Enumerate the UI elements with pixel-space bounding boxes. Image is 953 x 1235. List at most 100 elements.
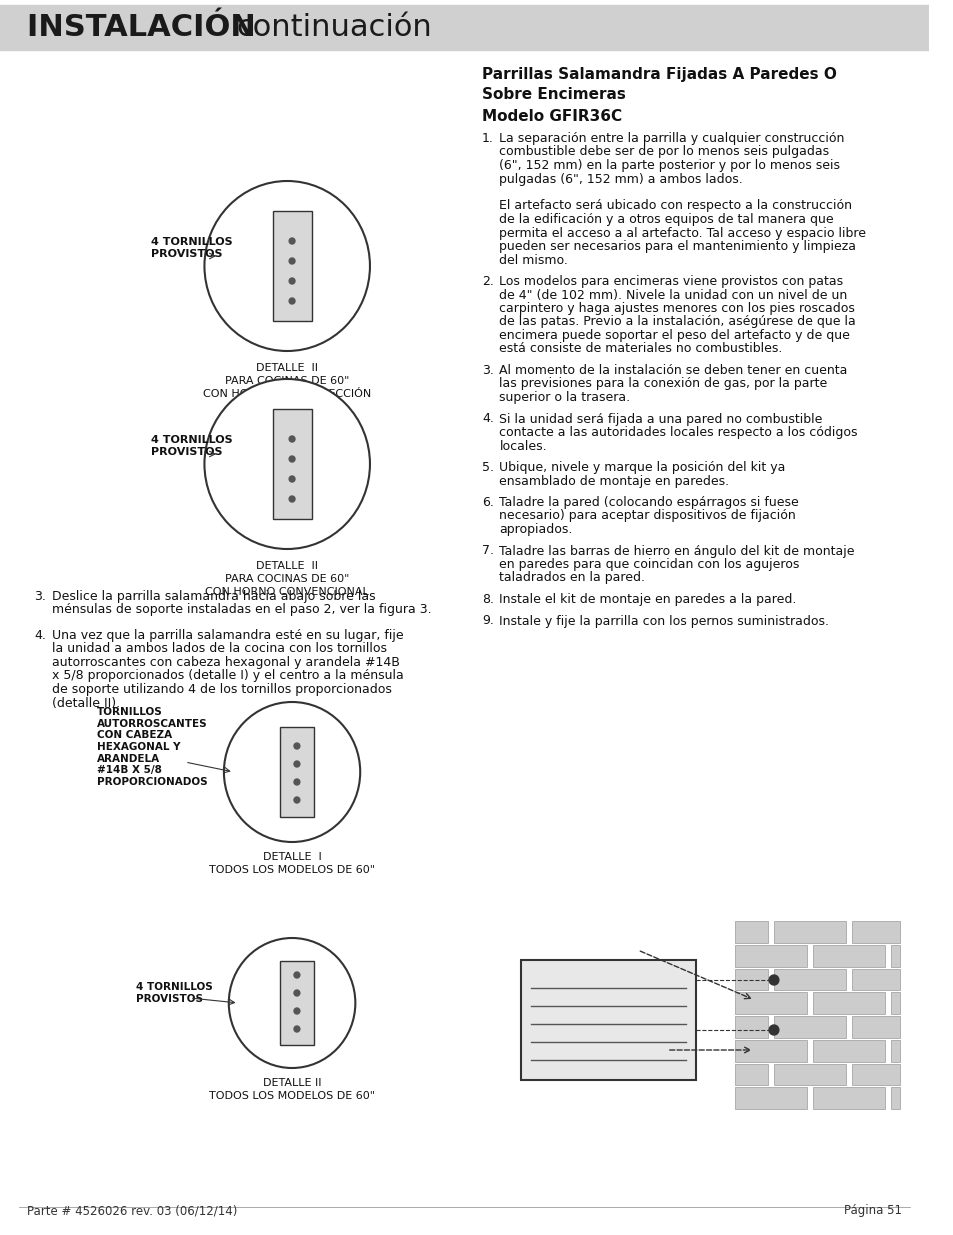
Circle shape — [294, 1026, 299, 1032]
Circle shape — [294, 990, 299, 995]
Bar — [851, 1016, 899, 1037]
Bar — [734, 1087, 806, 1109]
Circle shape — [224, 701, 360, 842]
Text: del mismo.: del mismo. — [499, 253, 568, 267]
Text: La separación entre la parrilla y cualquier construcción: La separación entre la parrilla y cualqu… — [499, 132, 844, 144]
Text: de soporte utilizando 4 de los tornillos proporcionados: de soporte utilizando 4 de los tornillos… — [51, 683, 391, 697]
Text: DETALLE  II: DETALLE II — [256, 363, 318, 373]
Text: carpintero y haga ajustes menores con los pies roscados: carpintero y haga ajustes menores con lo… — [499, 303, 855, 315]
Text: El artefacto será ubicado con respecto a la construcción: El artefacto será ubicado con respecto a… — [499, 200, 852, 212]
Text: las previsiones para la conexión de gas, por la parte: las previsiones para la conexión de gas,… — [499, 378, 827, 390]
Circle shape — [294, 797, 299, 803]
Text: combustible debe ser de por lo menos seis pulgadas: combustible debe ser de por lo menos sei… — [499, 146, 829, 158]
Bar — [734, 1040, 806, 1062]
Text: 3.: 3. — [481, 364, 494, 377]
Text: la unidad a ambos lados de la cocina con los tornillos: la unidad a ambos lados de la cocina con… — [51, 642, 386, 656]
Text: autorroscantes con cabeza hexagonal y arandela #14B: autorroscantes con cabeza hexagonal y ar… — [51, 656, 399, 669]
Text: INSTALACIÓN: INSTALACIÓN — [28, 14, 266, 42]
Text: x 5/8 proporcionados (detalle I) y el centro a la ménsula: x 5/8 proporcionados (detalle I) y el ce… — [51, 669, 403, 683]
Text: Taladre la pared (colocando espárragos si fuese: Taladre la pared (colocando espárragos s… — [499, 496, 799, 509]
Text: 4.: 4. — [34, 629, 46, 642]
Bar — [773, 968, 845, 990]
Text: (detalle II).: (detalle II). — [51, 697, 119, 709]
Text: Sobre Encimeras: Sobre Encimeras — [481, 86, 625, 103]
Bar — [734, 921, 767, 942]
Bar — [273, 211, 312, 321]
Text: apropiados.: apropiados. — [499, 522, 572, 536]
Text: en paredes para que coincidan con los agujeros: en paredes para que coincidan con los ag… — [499, 558, 799, 571]
Bar — [851, 968, 899, 990]
Bar — [812, 1040, 884, 1062]
Text: taladrados en la pared.: taladrados en la pared. — [499, 572, 645, 584]
Text: de la edificación y a otros equipos de tal manera que: de la edificación y a otros equipos de t… — [499, 212, 833, 226]
Circle shape — [289, 258, 294, 264]
Bar — [890, 1087, 899, 1109]
Text: 6.: 6. — [481, 496, 494, 509]
Circle shape — [294, 743, 299, 748]
Text: CON HORNO CONVENCIONAL: CON HORNO CONVENCIONAL — [205, 587, 369, 597]
Text: 8.: 8. — [481, 593, 494, 606]
Text: Ubique, nivele y marque la posición del kit ya: Ubique, nivele y marque la posición del … — [499, 461, 785, 474]
Text: 7.: 7. — [481, 545, 494, 557]
Circle shape — [294, 779, 299, 785]
Circle shape — [294, 761, 299, 767]
Text: ménsulas de soporte instaladas en el paso 2, ver la figura 3.: ménsulas de soporte instaladas en el pas… — [51, 604, 431, 616]
Circle shape — [289, 496, 294, 501]
Text: 5.: 5. — [481, 461, 494, 474]
Bar — [812, 992, 884, 1014]
Bar — [773, 1016, 845, 1037]
Text: Taladre las barras de hierro en ángulo del kit de montaje: Taladre las barras de hierro en ángulo d… — [499, 545, 854, 557]
Bar — [812, 1087, 884, 1109]
Text: pulgadas (6", 152 mm) a ambos lados.: pulgadas (6", 152 mm) a ambos lados. — [499, 173, 742, 185]
Bar — [734, 945, 806, 967]
Circle shape — [289, 298, 294, 304]
Text: Parte # 4526026 rev. 03 (06/12/14): Parte # 4526026 rev. 03 (06/12/14) — [28, 1204, 237, 1216]
Circle shape — [204, 379, 370, 550]
Text: 4 TORNILLOS
PROVISTOS: 4 TORNILLOS PROVISTOS — [151, 237, 233, 259]
Text: Deslice la parrilla salamandra hacia abajo sobre las: Deslice la parrilla salamandra hacia aba… — [51, 590, 375, 603]
Bar — [734, 968, 767, 990]
Text: 1.: 1. — [481, 132, 494, 144]
Circle shape — [289, 475, 294, 482]
Bar — [890, 1040, 899, 1062]
Circle shape — [289, 238, 294, 245]
Text: 4 TORNILLOS
PROVISTOS: 4 TORNILLOS PROVISTOS — [151, 435, 233, 457]
Text: Al momento de la instalación se deben tener en cuenta: Al momento de la instalación se deben te… — [499, 364, 847, 377]
Text: DETALLE  I: DETALLE I — [262, 852, 321, 862]
Text: PARA COCINAS DE 60": PARA COCINAS DE 60" — [225, 574, 349, 584]
Circle shape — [289, 456, 294, 462]
Text: DETALLE II: DETALLE II — [262, 1078, 321, 1088]
Text: 4 TORNILLOS
PROVISTOS: 4 TORNILLOS PROVISTOS — [136, 982, 213, 1004]
Text: contacte a las autoridades locales respecto a los códigos: contacte a las autoridades locales respe… — [499, 426, 857, 438]
Bar — [773, 921, 845, 942]
Text: Parrillas Salamandra Fijadas A Paredes O: Parrillas Salamandra Fijadas A Paredes O — [481, 67, 836, 82]
Circle shape — [229, 939, 355, 1068]
Text: encimera puede soportar el peso del artefacto y de que: encimera puede soportar el peso del arte… — [499, 329, 849, 342]
Text: CON HORNO DE CONVECCIÓN: CON HORNO DE CONVECCIÓN — [203, 389, 371, 399]
Text: ensamblado de montaje en paredes.: ensamblado de montaje en paredes. — [499, 474, 729, 488]
Circle shape — [768, 1025, 778, 1035]
Bar — [280, 961, 314, 1045]
Text: 2.: 2. — [481, 275, 494, 288]
Bar — [812, 945, 884, 967]
Bar — [851, 921, 899, 942]
Bar — [280, 727, 314, 818]
Bar — [851, 1063, 899, 1086]
Bar — [890, 945, 899, 967]
Circle shape — [204, 182, 370, 351]
Circle shape — [289, 436, 294, 442]
Text: permita el acceso a al artefacto. Tal acceso y espacio libre: permita el acceso a al artefacto. Tal ac… — [499, 226, 865, 240]
Text: locales.: locales. — [499, 440, 546, 452]
Bar — [273, 409, 312, 519]
Text: continuación: continuación — [236, 14, 432, 42]
Bar — [890, 992, 899, 1014]
Bar — [773, 1063, 845, 1086]
Bar — [520, 960, 696, 1079]
Text: TODOS LOS MODELOS DE 60": TODOS LOS MODELOS DE 60" — [209, 864, 375, 876]
Text: DETALLE  II: DETALLE II — [256, 561, 318, 571]
Text: 4.: 4. — [481, 412, 494, 426]
Text: está consiste de materiales no combustibles.: está consiste de materiales no combustib… — [499, 342, 782, 356]
Text: Si la unidad será fijada a una pared no combustible: Si la unidad será fijada a una pared no … — [499, 412, 821, 426]
Text: TORNILLOS
AUTORROSCANTES
CON CABEZA
HEXAGONAL Y
ARANDELA
#14B X 5/8
PROPORCIONAD: TORNILLOS AUTORROSCANTES CON CABEZA HEXA… — [97, 708, 208, 787]
Bar — [491, 910, 909, 1130]
